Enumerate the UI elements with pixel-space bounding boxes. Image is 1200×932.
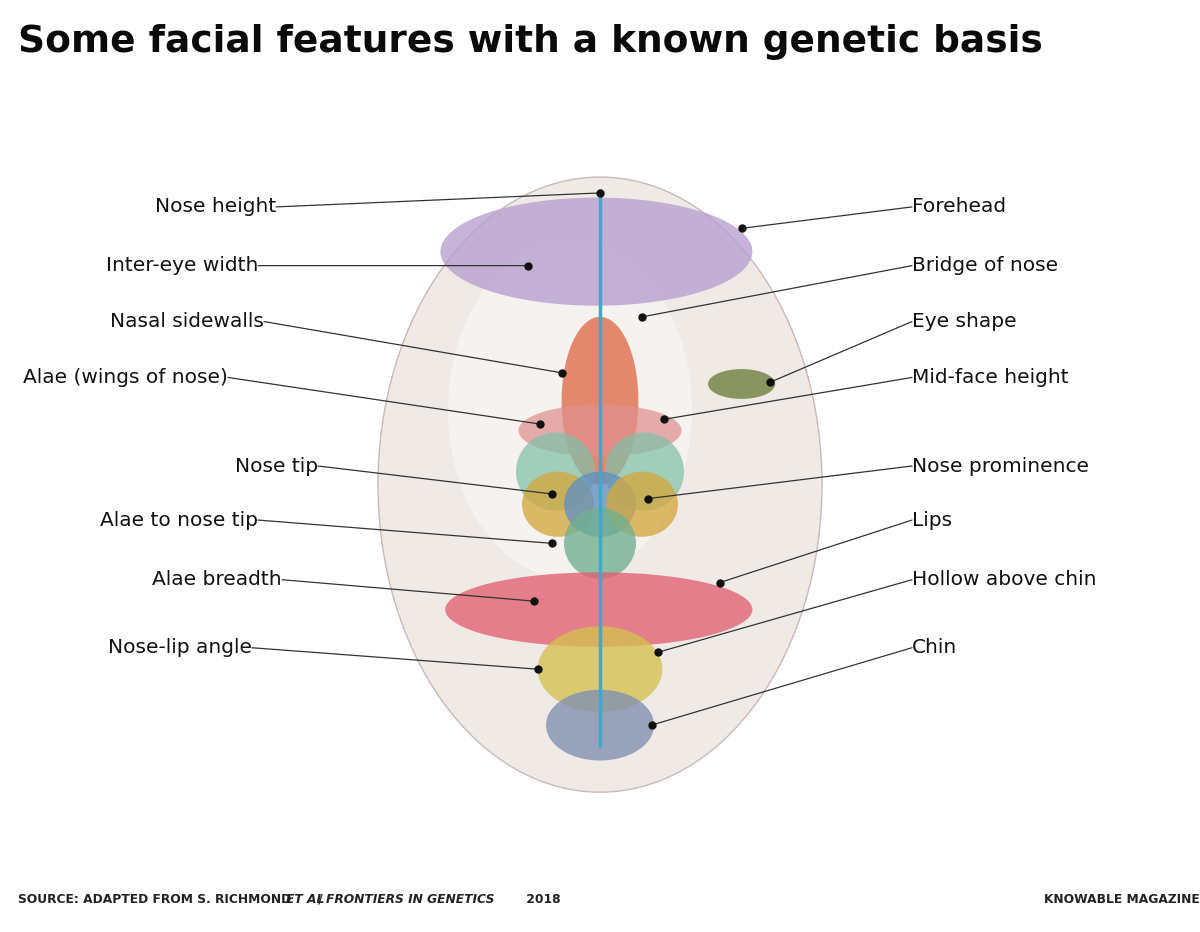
Text: Bridge of nose: Bridge of nose [912, 256, 1058, 275]
Ellipse shape [605, 432, 684, 511]
Text: Hollow above chin: Hollow above chin [912, 570, 1097, 589]
Text: Nose prominence: Nose prominence [912, 457, 1090, 475]
Ellipse shape [564, 508, 636, 579]
Text: 2018: 2018 [522, 893, 560, 906]
Text: Nose tip: Nose tip [235, 457, 318, 475]
Ellipse shape [562, 317, 638, 485]
Text: Nose-lip angle: Nose-lip angle [108, 638, 252, 657]
Text: SOURCE: ADAPTED FROM S. RICHMOND: SOURCE: ADAPTED FROM S. RICHMOND [18, 893, 295, 906]
Text: Some facial features with a known genetic basis: Some facial features with a known geneti… [18, 24, 1043, 60]
Text: Inter-eye width: Inter-eye width [106, 256, 258, 275]
Text: ET AL: ET AL [286, 893, 324, 906]
Ellipse shape [538, 626, 662, 712]
Text: Alae to nose tip: Alae to nose tip [100, 511, 258, 529]
Ellipse shape [546, 690, 654, 761]
Text: Alae breadth: Alae breadth [152, 570, 282, 589]
Ellipse shape [522, 472, 594, 537]
Ellipse shape [518, 404, 682, 457]
Text: KNOWABLE MAGAZINE: KNOWABLE MAGAZINE [1044, 893, 1200, 906]
Text: Eye shape: Eye shape [912, 312, 1016, 331]
Ellipse shape [440, 198, 752, 306]
Ellipse shape [448, 240, 692, 579]
Text: Nasal sidewalls: Nasal sidewalls [110, 312, 264, 331]
Text: /: / [314, 893, 328, 906]
Text: Lips: Lips [912, 511, 952, 529]
Text: FRONTIERS IN GENETICS: FRONTIERS IN GENETICS [326, 893, 494, 906]
Text: Nose height: Nose height [155, 198, 276, 216]
Ellipse shape [564, 472, 636, 537]
Ellipse shape [378, 177, 822, 792]
Text: Chin: Chin [912, 638, 958, 657]
Ellipse shape [606, 472, 678, 537]
Ellipse shape [516, 432, 595, 511]
Text: Forehead: Forehead [912, 198, 1006, 216]
Text: Alae (wings of nose): Alae (wings of nose) [23, 368, 228, 387]
Text: Mid-face height: Mid-face height [912, 368, 1069, 387]
Ellipse shape [445, 572, 752, 647]
Ellipse shape [708, 369, 775, 399]
